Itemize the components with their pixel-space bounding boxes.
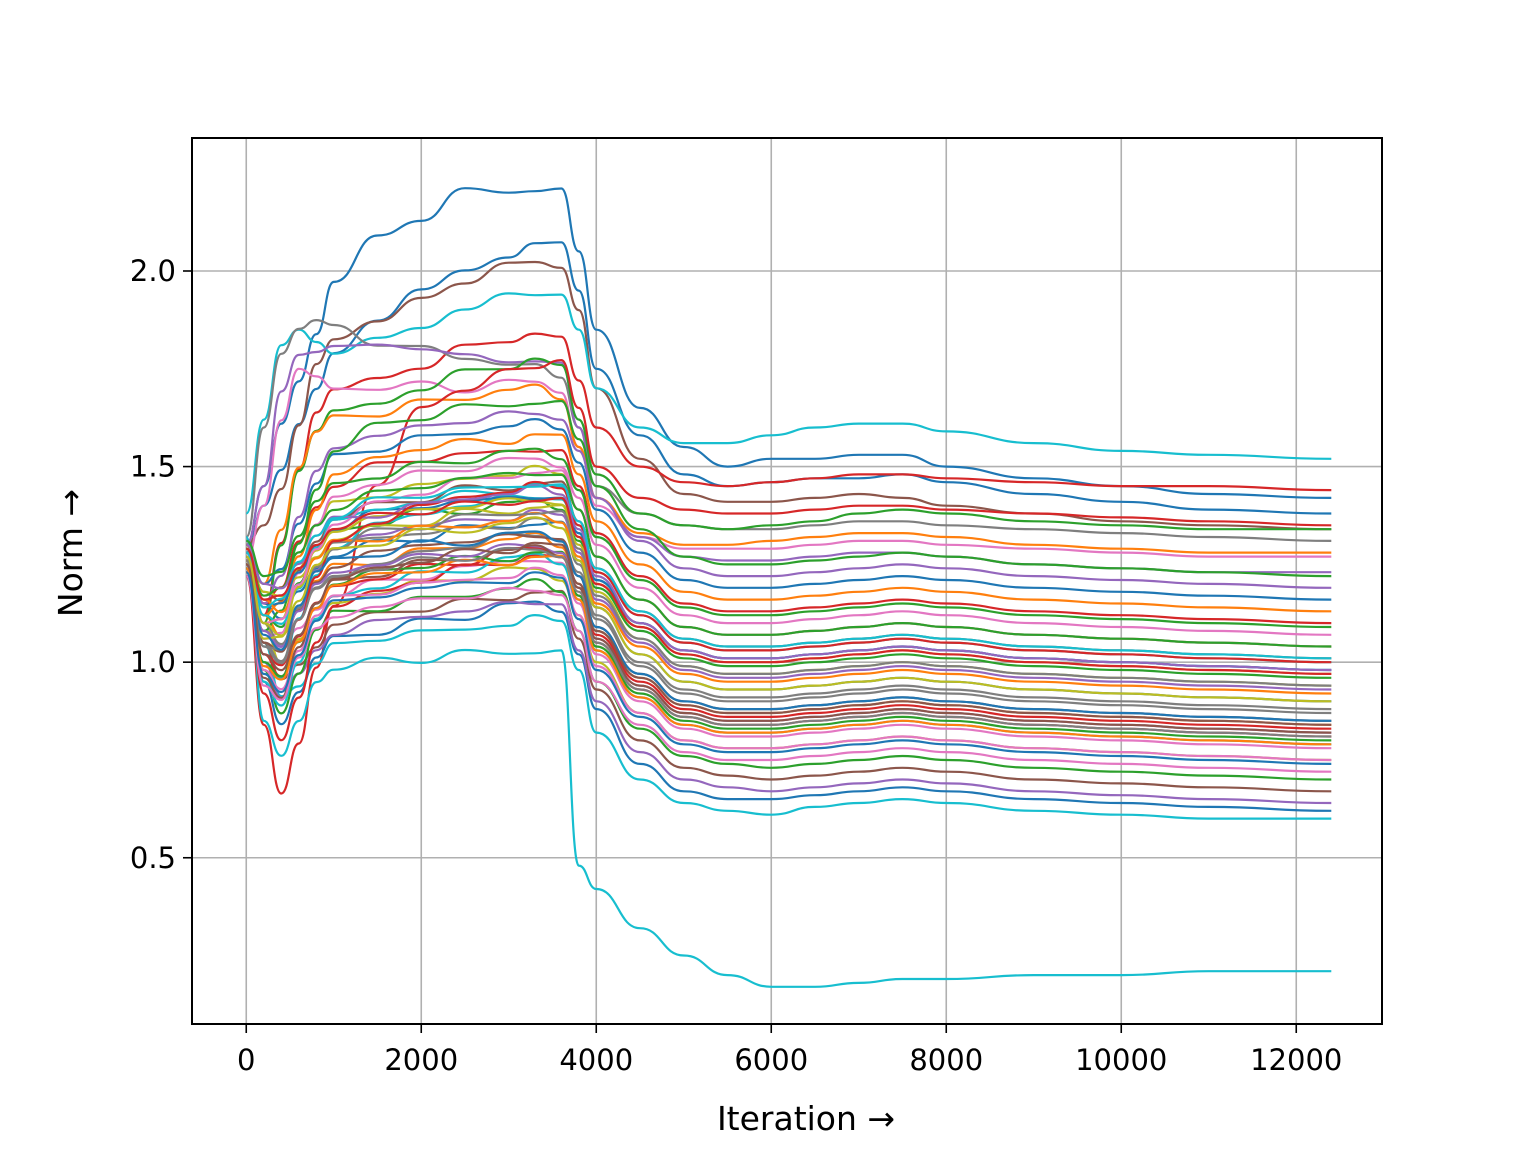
series-line	[245, 546, 1332, 738]
series-line	[245, 241, 1332, 554]
series-line	[245, 530, 1332, 722]
series-line	[245, 566, 1332, 762]
series-line	[245, 571, 1332, 765]
series-line	[245, 483, 1332, 660]
y-axis-label: Norm →	[51, 489, 90, 617]
series-line	[245, 511, 1332, 695]
series-line	[245, 575, 1332, 773]
series-line	[245, 480, 1332, 667]
x-tick-label: 8000	[909, 1043, 983, 1077]
series-lines	[245, 187, 1332, 988]
y-tick-label: 0.5	[130, 841, 176, 875]
series-line	[245, 433, 1332, 617]
series-line	[245, 531, 1332, 715]
series-line	[245, 575, 1332, 793]
x-axis-label: Iteration →	[717, 1099, 895, 1138]
series-line	[245, 541, 1332, 726]
series-line	[245, 516, 1332, 703]
series-line	[245, 471, 1332, 648]
series-line	[245, 563, 1332, 812]
series-line	[245, 517, 1332, 711]
series-line	[245, 359, 1332, 795]
x-tick-label: 0	[237, 1043, 255, 1077]
series-line	[245, 367, 1332, 562]
series-line	[245, 332, 1332, 617]
x-tick-label: 6000	[734, 1043, 808, 1077]
y-axis-ticks: 0.5 1.0 1.5 2.0	[130, 254, 192, 875]
series-line	[245, 497, 1332, 675]
series-line	[245, 410, 1332, 605]
x-axis-ticks: 0 2000 4000 6000 8000 10000 12000	[237, 1024, 1342, 1077]
y-tick-label: 1.5	[130, 450, 176, 484]
x-tick-label: 10000	[1075, 1043, 1167, 1077]
series-line	[245, 567, 1332, 805]
series-line	[245, 535, 1332, 988]
series-line	[245, 551, 1332, 820]
x-tick-label: 4000	[559, 1043, 633, 1077]
series-line	[245, 399, 1332, 632]
series-line	[245, 555, 1332, 750]
series-line	[245, 187, 1332, 546]
x-tick-label: 2000	[384, 1043, 458, 1077]
plot-frame	[191, 137, 1383, 1025]
series-line	[245, 447, 1332, 629]
y-tick-label: 2.0	[130, 254, 176, 288]
x-tick-label: 12000	[1250, 1043, 1342, 1077]
series-line	[245, 554, 1332, 746]
series-line	[245, 292, 1332, 515]
y-tick-label: 1.0	[130, 645, 176, 679]
